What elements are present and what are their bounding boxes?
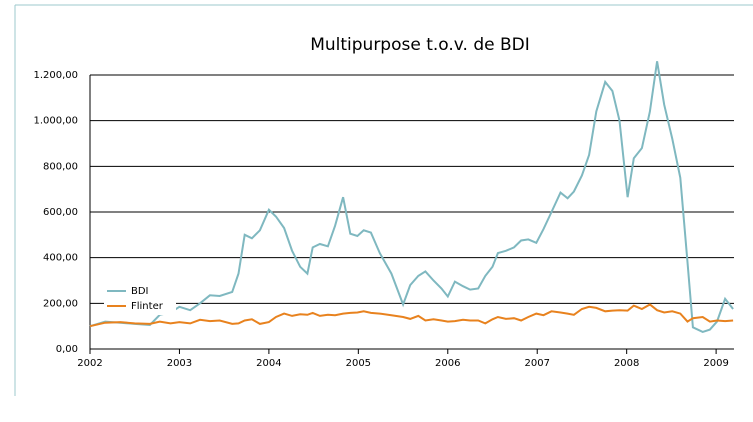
x-tick-label: 2003 [167,358,192,369]
x-tick-label: 2009 [703,358,728,369]
y-tick-label: 0,00 [56,344,78,355]
y-tick-label: 800,00 [43,161,78,172]
y-tick-label: 1.000,00 [33,116,78,127]
x-tick-label: 2007 [524,358,549,369]
y-tick-label: 200,00 [43,298,78,309]
x-tick-label: 2006 [435,358,460,369]
x-tick-label: 2008 [614,358,639,369]
x-tick-label: 2002 [77,358,102,369]
x-tick-label: 2005 [346,358,371,369]
legend-label: BDI [131,286,149,297]
y-tick-label: 1.200,00 [33,70,78,81]
legend-box [104,283,176,315]
y-tick-label: 400,00 [43,253,78,264]
chart-title: Multipurpose t.o.v. de BDI [310,35,530,55]
series-line [89,61,734,333]
y-tick-label: 600,00 [43,207,78,218]
legend-label: Flinter [131,301,164,312]
x-tick-label: 2004 [256,358,281,369]
series-line [89,303,734,328]
